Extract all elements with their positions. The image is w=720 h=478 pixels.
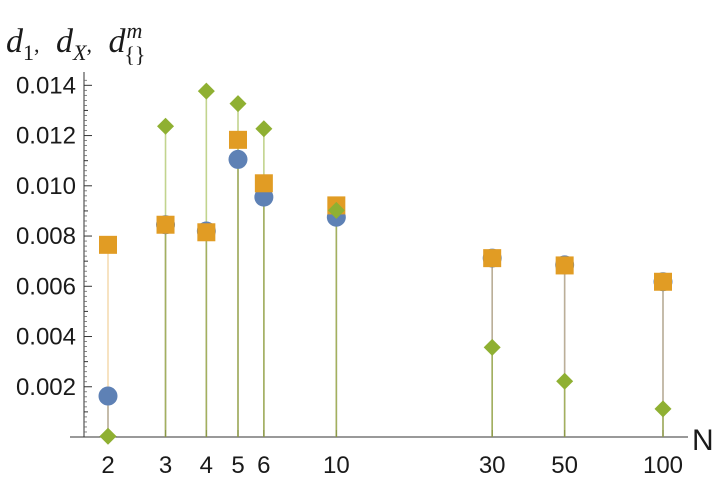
x-tick-label: 100 (643, 452, 683, 478)
square-marker (555, 256, 574, 275)
square-marker (99, 235, 117, 254)
y-tick-label: 0.008 (16, 223, 76, 250)
square-marker (156, 215, 175, 234)
y-tick-label: 0.002 (16, 374, 76, 401)
x-tick-label: 10 (323, 452, 350, 478)
diamond-marker (327, 201, 345, 219)
x-tick-label: 2 (101, 452, 114, 478)
y-axis-label: d1, dX, dm{} (6, 18, 145, 67)
diamond-marker (197, 82, 215, 100)
diamond-marker (229, 95, 247, 113)
diamond-marker (157, 117, 175, 135)
y-tick-label: 0.012 (16, 123, 76, 150)
stems (107, 91, 664, 437)
axes: 0.002 0.004 0.006 0.008 0.010 0.012 0.014 2 3 4 5 6… (16, 72, 688, 478)
circle-marker (228, 149, 248, 169)
x-tick-label: 30 (479, 452, 506, 478)
x-tick-label: 4 (200, 452, 213, 478)
diamond-marker (654, 400, 672, 418)
circle-marker (254, 187, 274, 207)
circle-marker (98, 386, 118, 406)
marks (98, 82, 673, 445)
y-tick-label: 0.006 (16, 273, 76, 300)
x-tick-label: 50 (551, 452, 578, 478)
square-marker (654, 272, 672, 291)
diamond-marker (255, 120, 273, 138)
square-marker (483, 249, 502, 268)
x-tick-label: 3 (159, 452, 172, 478)
diamond-marker (99, 427, 117, 445)
square-marker (254, 174, 273, 193)
x-tick-label: 6 (257, 452, 270, 478)
x-axis-label: N (692, 424, 714, 457)
square-marker (197, 223, 216, 242)
y-tick-label: 0.004 (16, 324, 76, 351)
y-tick-label: 0.014 (16, 72, 76, 99)
square-marker (228, 130, 247, 149)
diamond-marker (556, 372, 574, 390)
diamond-marker (483, 338, 501, 356)
y-tick-label: 0.010 (16, 173, 76, 200)
x-tick-label: 5 (231, 452, 244, 478)
